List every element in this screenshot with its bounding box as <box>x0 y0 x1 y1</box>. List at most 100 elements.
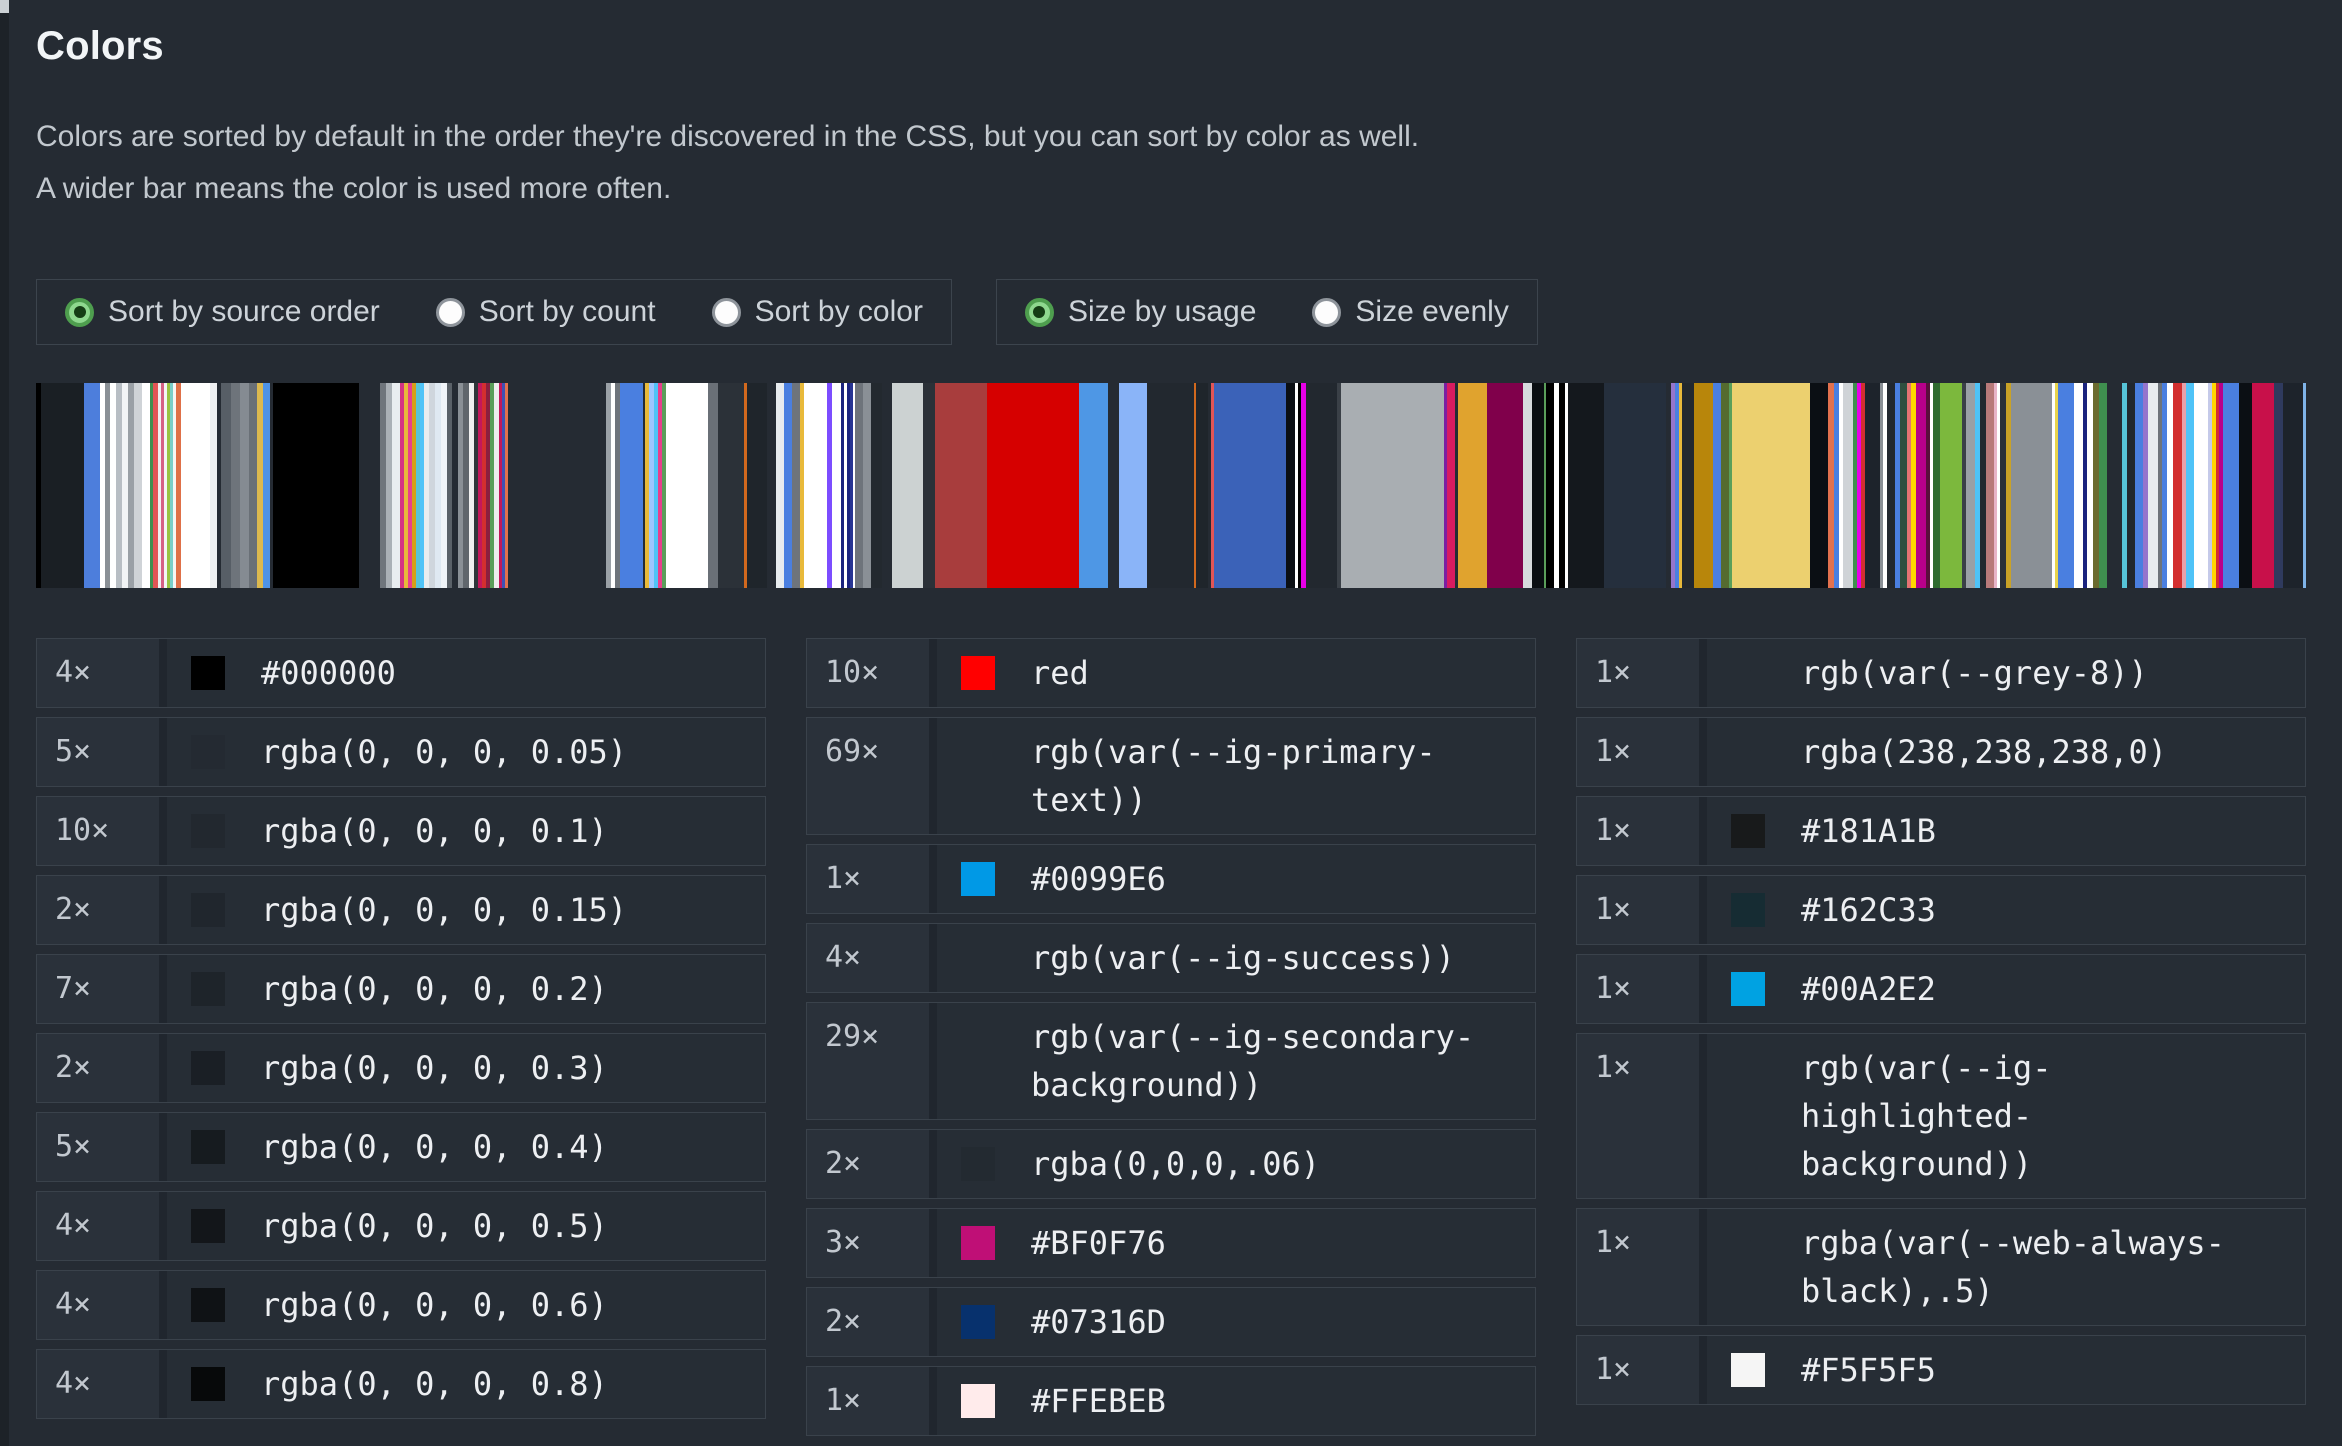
size-evenly-radio[interactable]: Size evenly <box>1312 295 1509 329</box>
color-row: 1× #181A1B <box>1576 796 2306 866</box>
size-by-usage-radio[interactable]: Size by usage <box>1024 295 1257 329</box>
radio-unselected-icon[interactable] <box>711 297 741 327</box>
strip-segment <box>1531 383 1544 588</box>
strip-segment <box>2121 383 2127 588</box>
color-row: 5× rgba(0, 0, 0, 0.4) <box>36 1112 766 1182</box>
radio-unselected-icon[interactable] <box>1312 297 1342 327</box>
strip-segment <box>2099 383 2108 588</box>
radio-selected-icon[interactable] <box>1024 297 1054 327</box>
color-swatch <box>191 1288 225 1322</box>
color-value: rgba(0, 0, 0, 0.4) <box>261 1128 608 1166</box>
strip-segment <box>1147 383 1194 588</box>
strip-segment <box>2222 383 2240 588</box>
color-row: 1× rgba(var(--web-always-black),.5) <box>1576 1208 2306 1326</box>
strip-segment <box>2074 383 2083 588</box>
color-count: 2× <box>825 1304 862 1339</box>
strip-segment <box>1487 383 1524 588</box>
color-value: #181A1B <box>1801 812 1936 850</box>
radio-label[interactable]: Size evenly <box>1355 295 1509 328</box>
color-count: 4× <box>55 655 92 690</box>
color-swatch <box>191 1130 225 1164</box>
strip-segment <box>986 383 1080 588</box>
strip-segment <box>800 383 805 588</box>
strip-segment <box>654 383 659 588</box>
color-swatch <box>191 1209 225 1243</box>
description-line-1: Colors are sorted by default in the orde… <box>36 120 1420 153</box>
color-value: rgba(0, 0, 0, 0.6) <box>261 1286 608 1324</box>
color-count: 1× <box>825 1383 862 1418</box>
sort-by-count-radio[interactable]: Sort by count <box>435 295 656 329</box>
strip-segment <box>1294 383 1298 588</box>
strip-segment <box>407 383 412 588</box>
color-list-column-3: 1× rgb(var(--grey-8)) 1× rgba(238,238,238,0… <box>1576 638 2306 1405</box>
color-value: rgb(var(--ig-secondary-background)) <box>1031 1018 1475 1104</box>
strip-segment <box>2010 383 2052 588</box>
radio-label[interactable]: Size by usage <box>1067 295 1257 328</box>
strip-segment <box>840 383 844 588</box>
radio-label[interactable]: Sort by color <box>754 295 923 328</box>
strip-segment <box>160 383 164 588</box>
section-description: Colors are sorted by default in the orde… <box>36 111 2306 215</box>
strip-segment <box>2282 383 2304 588</box>
strip-segment <box>1915 383 1927 588</box>
color-value: rgba(238,238,238,0) <box>1801 733 2168 771</box>
color-value-cell: #F5F5F5 <box>1707 1336 2305 1404</box>
strip-segment <box>1933 383 1940 588</box>
strip-segment <box>257 383 263 588</box>
strip-segment <box>1297 383 1301 588</box>
strip-segment <box>2082 383 2087 588</box>
color-swatch <box>191 656 225 690</box>
strip-segment <box>2167 383 2174 588</box>
color-value-cell: rgba(0, 0, 0, 0.05) <box>167 718 765 786</box>
radio-label[interactable]: Sort by count <box>478 295 656 328</box>
color-row: 1× rgb(var(--grey-8)) <box>1576 638 2306 708</box>
strip-segment <box>2193 383 2209 588</box>
color-count-cell: 1× <box>1577 639 1699 707</box>
color-count: 3× <box>825 1225 862 1260</box>
strip-segment <box>2135 383 2144 588</box>
sort-by-source-order-radio[interactable]: Sort by source order <box>65 295 380 329</box>
strip-segment <box>504 383 508 588</box>
radio-selected-icon[interactable] <box>65 297 94 327</box>
color-count-cell: 29× <box>807 1003 929 1119</box>
strip-segment <box>221 383 231 588</box>
color-row: 4× rgba(0, 0, 0, 0.5) <box>36 1191 766 1261</box>
color-row: 2× rgba(0, 0, 0, 0.3) <box>36 1033 766 1103</box>
color-value-cell: #FFEBEB <box>937 1367 1535 1435</box>
strip-segment <box>176 383 182 588</box>
color-swatch <box>1731 1250 1765 1284</box>
scrollbar-thumb[interactable] <box>0 0 9 13</box>
strip-segment <box>1554 383 1560 588</box>
strip-segment <box>863 383 872 588</box>
color-count-cell: 1× <box>1577 1336 1699 1404</box>
strip-segment <box>380 383 387 588</box>
strip-segment <box>486 383 491 588</box>
color-row: 10× rgba(0, 0, 0, 0.1) <box>36 796 766 866</box>
radio-label[interactable]: Sort by source order <box>108 295 380 328</box>
color-value-cell: #000000 <box>167 639 765 707</box>
color-count-cell: 1× <box>1577 797 1699 865</box>
strip-segment <box>434 383 441 588</box>
strip-segment <box>1834 383 1839 588</box>
strip-segment <box>1926 383 1931 588</box>
color-row: 29× rgb(var(--ig-secondary-background)) <box>806 1002 1536 1120</box>
sort-by-color-radio[interactable]: Sort by color <box>711 295 923 329</box>
color-count: 5× <box>55 734 92 769</box>
strip-segment <box>1729 383 1733 588</box>
color-value: #F5F5F5 <box>1801 1351 1936 1389</box>
strip-segment <box>163 383 167 588</box>
color-count: 7× <box>55 971 92 1006</box>
color-value-cell: red <box>937 639 1535 707</box>
color-swatch <box>1731 1099 1765 1133</box>
strip-segment <box>121 383 128 588</box>
color-count-cell: 4× <box>37 1350 159 1418</box>
color-value: rgba(0, 0, 0, 0.1) <box>261 812 608 850</box>
color-count: 2× <box>825 1146 862 1181</box>
color-row: 2× #07316D <box>806 1287 1536 1357</box>
strip-segment <box>230 383 240 588</box>
color-count-cell: 2× <box>37 1034 159 1102</box>
strip-segment <box>892 383 923 588</box>
color-value-cell: rgb(var(--ig-primary-text)) <box>937 718 1535 834</box>
radio-unselected-icon[interactable] <box>435 297 465 327</box>
strip-segment <box>1286 383 1295 588</box>
